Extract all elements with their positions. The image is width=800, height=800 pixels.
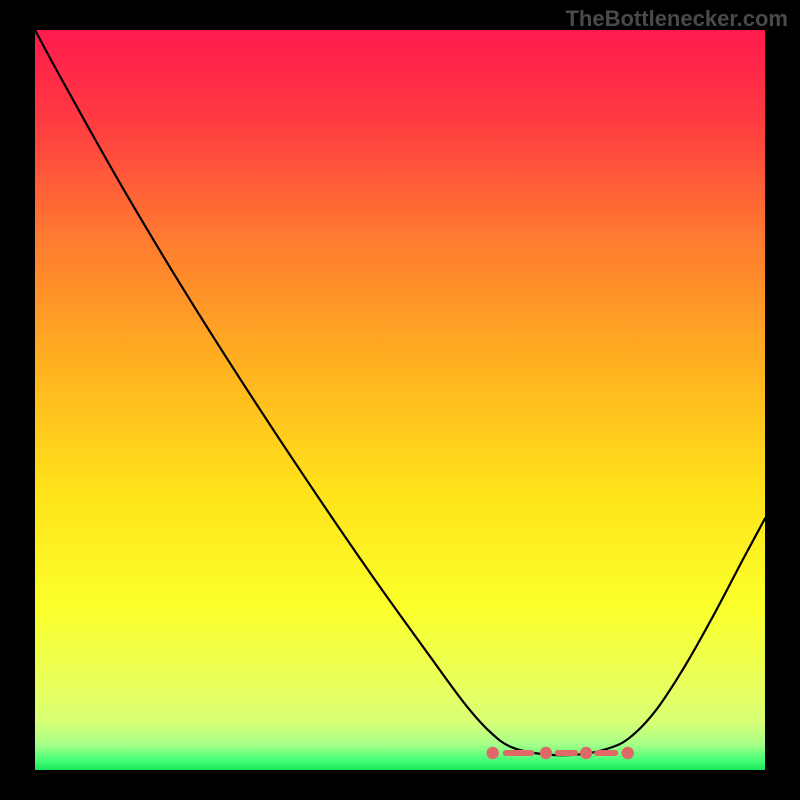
marker-dot [580,747,592,759]
marker-dot [487,747,499,759]
bottleneck-chart [0,0,800,800]
marker-dot [622,747,634,759]
gradient-background [35,30,765,770]
marker-dot [540,747,552,759]
